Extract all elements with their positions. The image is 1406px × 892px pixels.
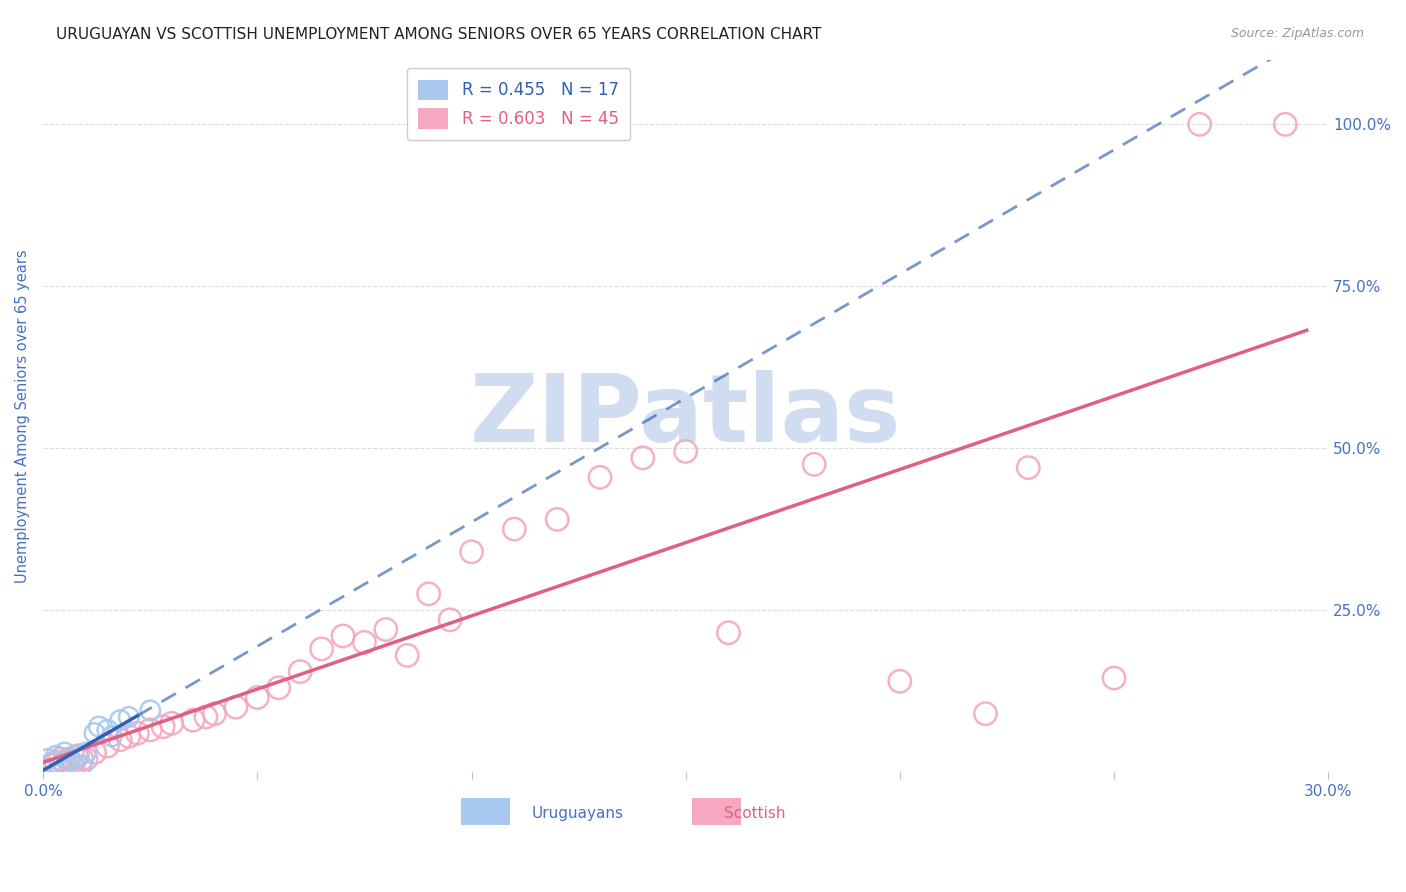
Point (353, 635, 375, 649)
Point (62, 758, 84, 772)
Point (96, 723, 118, 737)
Point (75, 746, 97, 760)
Point (503, 522, 526, 536)
Point (118, 730, 141, 744)
Point (83, 746, 105, 760)
Point (631, 450, 654, 465)
Point (139, 703, 162, 717)
Point (139, 723, 162, 737)
Point (204, 706, 226, 721)
Point (110, 732, 132, 747)
Point (290, 665, 312, 679)
Point (160, 716, 183, 731)
Point (53, 756, 76, 770)
Point (589, 470, 612, 484)
Point (75, 752, 97, 766)
Point (311, 641, 333, 656)
Point (83, 726, 105, 740)
Point (152, 720, 174, 734)
Point (267, 681, 290, 695)
Point (127, 726, 149, 740)
Text: Scottish: Scottish (724, 806, 786, 822)
Point (49, 752, 72, 766)
Point (62, 756, 84, 770)
Y-axis label: Unemployment Among Seniors over 65 years: Unemployment Among Seniors over 65 years (15, 249, 30, 582)
Legend: R = 0.455   N = 17, R = 0.603   N = 45: R = 0.455 N = 17, R = 0.603 N = 45 (406, 68, 630, 140)
Point (418, 587, 440, 601)
FancyBboxPatch shape (461, 798, 509, 825)
FancyBboxPatch shape (692, 798, 741, 825)
Text: ZIPatlas: ZIPatlas (470, 370, 901, 462)
Point (439, 613, 461, 627)
Point (717, 625, 740, 640)
Point (87, 720, 110, 734)
Point (70, 752, 93, 766)
Text: Source: ZipAtlas.com: Source: ZipAtlas.com (1230, 27, 1364, 40)
Point (374, 623, 396, 637)
Text: Uruguayans: Uruguayans (531, 806, 623, 822)
Point (1102, 671, 1125, 685)
Point (194, 710, 217, 724)
Point (66, 748, 89, 763)
Point (45, 756, 67, 770)
Point (58, 752, 80, 766)
Point (181, 713, 204, 727)
Point (37, 752, 59, 766)
Point (1188, 117, 1211, 131)
Point (110, 713, 132, 727)
Point (49, 758, 72, 772)
Point (53, 746, 76, 760)
Point (675, 444, 697, 458)
Point (41, 756, 63, 770)
Point (974, 706, 997, 721)
Point (41, 758, 63, 772)
Point (118, 710, 141, 724)
Point (45, 748, 67, 763)
Point (246, 690, 269, 705)
Point (803, 458, 825, 472)
Point (332, 629, 354, 643)
Point (546, 512, 568, 526)
Point (396, 648, 419, 663)
Point (889, 674, 911, 689)
Point (66, 748, 89, 763)
Point (100, 730, 122, 744)
Point (58, 752, 80, 766)
Point (1274, 117, 1296, 131)
Text: URUGUAYAN VS SCOTTISH UNEMPLOYMENT AMONG SENIORS OVER 65 YEARS CORRELATION CHART: URUGUAYAN VS SCOTTISH UNEMPLOYMENT AMONG… (56, 27, 821, 42)
Point (70, 758, 93, 772)
Point (225, 700, 247, 714)
Point (96, 739, 118, 753)
Point (1017, 460, 1039, 475)
Point (460, 545, 482, 559)
